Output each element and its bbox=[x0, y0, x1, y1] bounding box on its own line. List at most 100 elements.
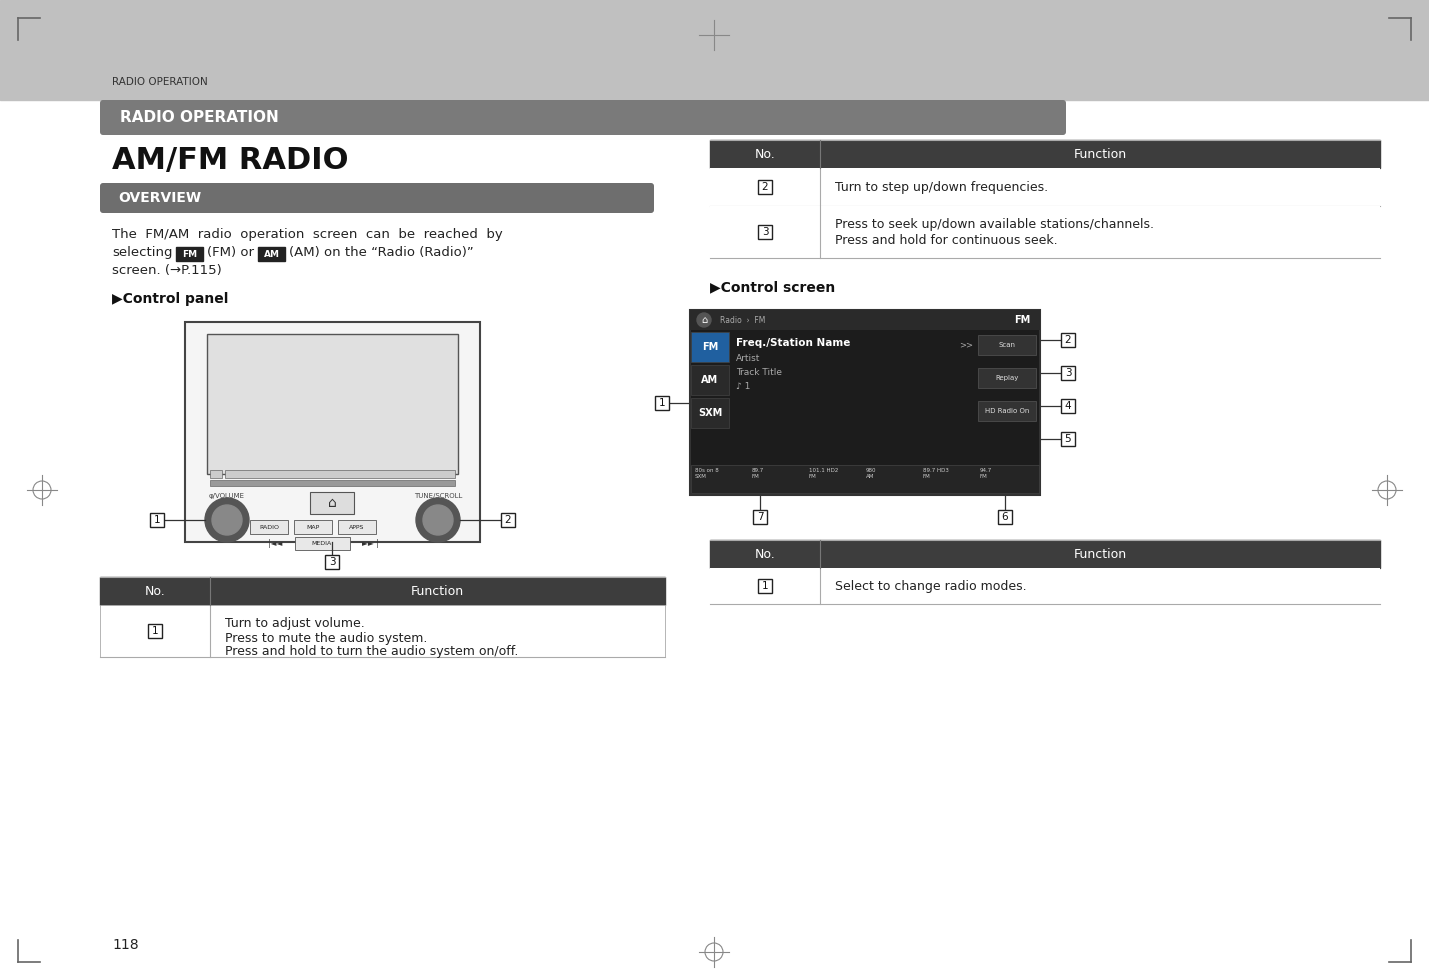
Text: Track Title: Track Title bbox=[736, 368, 782, 377]
Text: No.: No. bbox=[144, 584, 166, 598]
Text: RADIO OPERATION: RADIO OPERATION bbox=[120, 110, 279, 125]
Bar bbox=[224, 470, 454, 478]
Text: MEDIA: MEDIA bbox=[312, 541, 332, 546]
Bar bbox=[149, 624, 161, 638]
Text: 1: 1 bbox=[151, 626, 159, 636]
Bar bbox=[757, 180, 772, 194]
Text: screen. (→P.115): screen. (→P.115) bbox=[111, 264, 221, 277]
Bar bbox=[1060, 333, 1075, 347]
Bar bbox=[310, 492, 354, 514]
Text: Press to seek up/down available stations/channels.: Press to seek up/down available stations… bbox=[835, 218, 1155, 231]
Text: Scan: Scan bbox=[999, 342, 1016, 348]
Bar bbox=[710, 568, 1380, 604]
Text: ▶Control screen: ▶Control screen bbox=[710, 280, 835, 294]
Text: 89.7
FM: 89.7 FM bbox=[752, 468, 765, 479]
Text: Function: Function bbox=[1073, 548, 1126, 561]
Text: MAP: MAP bbox=[306, 524, 320, 529]
Bar bbox=[176, 247, 203, 261]
Circle shape bbox=[204, 498, 249, 542]
Text: Select to change radio modes.: Select to change radio modes. bbox=[835, 579, 1026, 593]
Text: Freq./Station Name: Freq./Station Name bbox=[736, 338, 850, 348]
Bar bbox=[184, 322, 480, 542]
Bar bbox=[294, 520, 332, 534]
Text: The  FM/AM  radio  operation  screen  can  be  reached  by: The FM/AM radio operation screen can be … bbox=[111, 228, 503, 241]
Bar bbox=[690, 310, 1040, 330]
Text: 118: 118 bbox=[111, 938, 139, 952]
FancyBboxPatch shape bbox=[100, 183, 654, 213]
Bar bbox=[710, 206, 1380, 258]
Text: ⌂: ⌂ bbox=[700, 315, 707, 325]
Bar bbox=[692, 398, 729, 428]
FancyBboxPatch shape bbox=[100, 100, 1066, 135]
Bar bbox=[757, 225, 772, 239]
Text: 4: 4 bbox=[1065, 401, 1072, 411]
Circle shape bbox=[697, 313, 712, 327]
Bar bbox=[1060, 432, 1075, 446]
Bar bbox=[207, 334, 459, 474]
Circle shape bbox=[423, 505, 453, 535]
Text: 1: 1 bbox=[762, 581, 769, 591]
Bar bbox=[1060, 399, 1075, 413]
Text: TUNE/SCROLL: TUNE/SCROLL bbox=[414, 493, 462, 499]
Bar bbox=[339, 520, 376, 534]
Text: 3: 3 bbox=[329, 557, 336, 567]
Text: 1: 1 bbox=[154, 515, 160, 525]
Bar bbox=[977, 368, 1036, 388]
Text: (AM) on the “Radio (Radio)”: (AM) on the “Radio (Radio)” bbox=[289, 246, 474, 259]
Bar bbox=[100, 577, 664, 605]
Text: FM: FM bbox=[702, 342, 719, 352]
Bar bbox=[0, 0, 1429, 100]
Text: SXM: SXM bbox=[697, 408, 722, 418]
Bar bbox=[757, 579, 772, 593]
Text: ⌂: ⌂ bbox=[327, 496, 336, 510]
Bar bbox=[250, 520, 289, 534]
Bar bbox=[210, 470, 221, 478]
Text: ►► |: ►► | bbox=[362, 539, 379, 548]
Bar bbox=[294, 537, 350, 550]
Bar bbox=[997, 510, 1012, 524]
Text: OVERVIEW: OVERVIEW bbox=[119, 191, 201, 205]
Text: ▶Control panel: ▶Control panel bbox=[111, 292, 229, 306]
Text: 5: 5 bbox=[1065, 434, 1072, 444]
Text: Turn to adjust volume.: Turn to adjust volume. bbox=[224, 617, 364, 630]
Text: 3: 3 bbox=[762, 227, 769, 237]
Bar bbox=[977, 401, 1036, 421]
Bar bbox=[690, 310, 1040, 495]
Bar bbox=[710, 168, 1380, 206]
Text: APPS: APPS bbox=[349, 524, 364, 529]
Text: Replay: Replay bbox=[996, 375, 1019, 381]
Bar bbox=[324, 555, 339, 569]
Bar bbox=[502, 513, 514, 527]
Text: Function: Function bbox=[412, 584, 464, 598]
Text: 89.7 HD3
FM: 89.7 HD3 FM bbox=[923, 468, 949, 479]
Text: 2: 2 bbox=[1065, 335, 1072, 345]
Text: ♪ 1: ♪ 1 bbox=[736, 382, 750, 391]
Text: No.: No. bbox=[755, 548, 776, 561]
Bar bbox=[100, 605, 664, 657]
Bar bbox=[753, 510, 767, 524]
Bar bbox=[692, 465, 1039, 493]
Text: 3: 3 bbox=[1065, 368, 1072, 378]
Bar bbox=[654, 396, 669, 410]
Bar bbox=[259, 247, 284, 261]
Text: Artist: Artist bbox=[736, 354, 760, 363]
Bar bbox=[150, 513, 164, 527]
Text: AM: AM bbox=[702, 375, 719, 385]
Text: 2: 2 bbox=[504, 515, 512, 525]
Text: 6: 6 bbox=[1002, 512, 1009, 522]
Bar bbox=[1060, 366, 1075, 380]
Text: 2: 2 bbox=[762, 182, 769, 192]
Text: Press and hold for continuous seek.: Press and hold for continuous seek. bbox=[835, 234, 1057, 247]
Text: 80s on 8
SXM: 80s on 8 SXM bbox=[694, 468, 719, 479]
Text: 7: 7 bbox=[757, 512, 763, 522]
Text: 94.7
FM: 94.7 FM bbox=[980, 468, 992, 479]
Text: Function: Function bbox=[1073, 148, 1126, 161]
Text: FM: FM bbox=[1013, 315, 1030, 325]
Circle shape bbox=[416, 498, 460, 542]
Text: AM: AM bbox=[263, 250, 280, 259]
Text: 1: 1 bbox=[659, 398, 666, 408]
Text: Turn to step up/down frequencies.: Turn to step up/down frequencies. bbox=[835, 180, 1047, 193]
Text: No.: No. bbox=[755, 148, 776, 161]
Text: Press and hold to turn the audio system on/off.: Press and hold to turn the audio system … bbox=[224, 645, 519, 658]
Bar bbox=[692, 332, 729, 362]
